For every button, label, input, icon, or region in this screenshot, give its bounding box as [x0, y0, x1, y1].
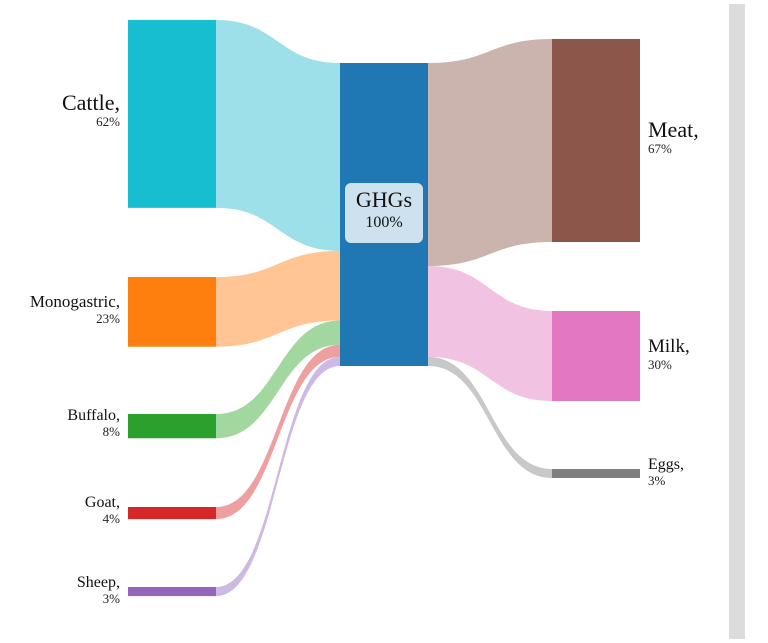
node-milk[interactable]	[552, 311, 640, 401]
node-eggs[interactable]	[552, 469, 640, 478]
label-cattle-percent: 62%	[96, 114, 120, 130]
label-sheep-percent: 3%	[102, 591, 120, 607]
label-sheep: Sheep, 3%	[77, 574, 120, 607]
node-cattle[interactable]	[128, 20, 216, 208]
link-ghgs-to-eggs	[428, 356, 552, 478]
label-ghgs-name: GHGs	[355, 187, 413, 212]
label-meat-name: Meat,	[648, 117, 699, 142]
label-buffalo-name: Buffalo,	[67, 407, 120, 424]
label-monogastric-percent: 23%	[96, 310, 120, 326]
link-monogastric-to-ghgs	[216, 250, 340, 347]
label-ghgs: GHGs 100%	[345, 183, 423, 243]
label-ghgs-percent: 100%	[365, 214, 403, 231]
node-meat[interactable]	[552, 39, 640, 243]
label-goat-percent: 4%	[102, 511, 120, 527]
link-ghgs-to-milk	[428, 266, 552, 401]
label-goat-name: Goat,	[84, 494, 120, 511]
label-milk-name: Milk,	[648, 336, 690, 357]
label-meat: Meat, 67%	[648, 117, 699, 157]
label-buffalo: Buffalo, 8%	[67, 407, 120, 440]
label-sheep-name: Sheep,	[76, 574, 120, 591]
label-monogastric: Monogastric, 23%	[30, 292, 120, 326]
label-buffalo-percent: 8%	[102, 424, 120, 440]
scrollbar[interactable]	[729, 4, 745, 639]
link-buffalo-to-ghgs	[216, 320, 340, 439]
label-milk: Milk, 30%	[648, 336, 690, 373]
label-eggs: Eggs, 3%	[648, 456, 684, 489]
link-ghgs-to-meat	[428, 39, 552, 267]
label-cattle: Cattle, 62%	[62, 90, 120, 130]
label-eggs-name: Eggs,	[648, 456, 684, 473]
label-meat-percent: 67%	[648, 141, 672, 157]
label-cattle-name: Cattle,	[61, 90, 120, 115]
label-monogastric-name: Monogastric,	[29, 292, 120, 311]
label-milk-percent: 30%	[648, 356, 672, 372]
node-goat[interactable]	[128, 507, 216, 520]
label-goat: Goat, 4%	[85, 494, 120, 527]
link-sheep-to-ghgs	[216, 356, 340, 597]
node-monogastric[interactable]	[128, 277, 216, 347]
link-goat-to-ghgs	[216, 344, 340, 520]
label-eggs-percent: 3%	[648, 473, 666, 489]
node-sheep[interactable]	[128, 587, 216, 597]
node-buffalo[interactable]	[128, 414, 216, 439]
link-cattle-to-ghgs	[216, 20, 340, 251]
